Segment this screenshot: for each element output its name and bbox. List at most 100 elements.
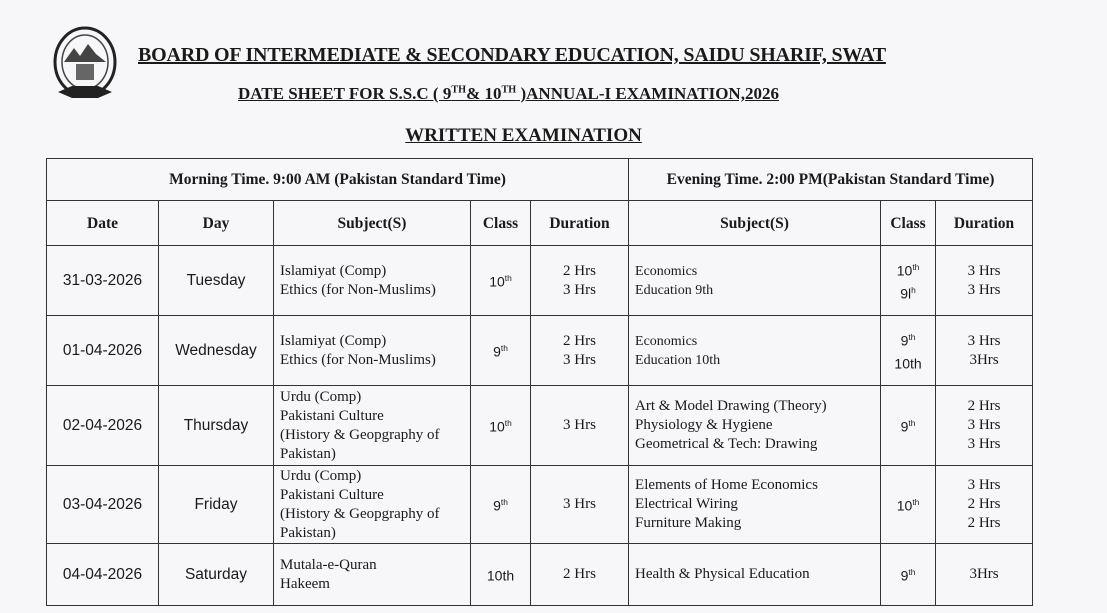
morning-class-cell: 9th	[470, 465, 531, 544]
duration-line: 3 Hrs	[967, 332, 1001, 349]
subject-line: Education 9th	[635, 282, 714, 298]
evening-class-cell: 9th 10th	[880, 315, 937, 386]
subject-line: Pakistan)	[280, 524, 336, 541]
class-value: 10th	[894, 355, 922, 372]
day-cell: Tuesday	[158, 245, 274, 316]
day-cell: Friday	[158, 465, 274, 544]
class-value: 9th	[900, 567, 916, 584]
evening-subject-cell: Elements of Home Economics Electrical Wir…	[628, 465, 882, 544]
evening-duration-cell: 3Hrs	[935, 543, 1034, 606]
evening-session-heading: Evening Time. 2:00 PM(Pakistan Standard …	[628, 158, 1034, 201]
table-row: 01-04-2026 Wednesday Islamiyat (Comp) Ethic…	[46, 315, 1034, 386]
duration-line: 3 Hrs	[967, 436, 1001, 452]
subject-line: (History & Geopgraphy of	[280, 505, 440, 522]
day-cell: Thursday	[158, 385, 274, 466]
evening-class-cell: 10th	[880, 465, 937, 544]
evening-duration-cell: 3 Hrs 3Hrs	[935, 315, 1034, 386]
day-cell: Wednesday	[158, 315, 274, 386]
evening-duration-cell: 3 Hrs 2 Hrs 2 Hrs	[935, 465, 1034, 544]
morning-subject-cell: Urdu (Comp) Pakistani Culture (History & G…	[273, 465, 471, 544]
subject-line: Urdu (Comp)	[280, 467, 362, 484]
duration-line: 3 Hrs	[967, 281, 1001, 298]
morning-duration-cell: 3 Hrs	[529, 385, 630, 466]
evening-duration-cell: 2 Hrs 3 Hrs 3 Hrs	[935, 385, 1034, 466]
table-row: 31-03-2026 Tuesday Islamiyat (Comp) Ethics …	[46, 245, 1034, 316]
duration-line: 3 Hrs	[563, 496, 596, 512]
board-title: BOARD OF INTERMEDIATE & SECONDARY EDUCAT…	[138, 44, 886, 66]
duration-line: 2 Hrs	[967, 398, 1001, 414]
morning-subject-cell: Urdu (Comp) Pakistani Culture (History & G…	[273, 385, 471, 466]
subject-line: Education 10th	[635, 352, 721, 368]
subject-line: Urdu (Comp)	[280, 388, 362, 405]
morning-duration-cell: 2 Hrs 3 Hrs	[529, 315, 630, 386]
date-cell: 31-03-2026	[46, 245, 159, 316]
morning-duration-cell: 3 Hrs	[529, 465, 630, 544]
duration-line: 2 Hrs	[563, 332, 596, 349]
section-title: WRITTEN EXAMINATION	[405, 125, 642, 146]
column-header-evening-duration: Duration	[935, 200, 1034, 246]
table-row: 04-04-2026 Saturday Mutala-e-Quran Hakeem 10…	[46, 543, 1034, 606]
duration-line: 2 Hrs	[563, 262, 596, 279]
evening-duration-cell: 3 Hrs 3 Hrs	[935, 245, 1034, 316]
class-value: 10th	[489, 273, 512, 290]
duration-line: 3 Hrs	[563, 351, 596, 368]
class-value: 10th	[489, 418, 512, 435]
subject-line: Islamiyat (Comp)	[280, 332, 387, 349]
subject-line: Furniture Making	[635, 515, 742, 531]
subject-line: Economics	[635, 333, 698, 349]
class-value: 9th	[493, 497, 508, 514]
board-logo	[53, 26, 117, 98]
morning-class-cell: 10th	[470, 385, 531, 466]
morning-subject-cell: Mutala-e-Quran Hakeem	[273, 543, 471, 606]
subject-line: Pakistan)	[280, 445, 336, 462]
class-value: 9th	[900, 331, 916, 349]
subject-line: Mutala-e-Quran	[280, 556, 377, 573]
subject-line: Ethics (for Non-Muslims)	[280, 351, 436, 368]
date-sheet-table: Morning Time. 9:00 AM (Pakistan Standard…	[45, 158, 1034, 606]
duration-line: 3Hrs	[969, 566, 999, 582]
subject-line: Geometrical & Tech: Drawing	[635, 436, 818, 452]
date-cell: 04-04-2026	[46, 543, 159, 606]
column-header-evening-subject: Subject(S)	[628, 200, 882, 246]
date-cell: 02-04-2026	[46, 385, 159, 466]
class-value: 10th	[896, 497, 920, 514]
column-header-morning-subject: Subject(S)	[273, 200, 471, 246]
subject-line: Pakistani Culture	[280, 407, 384, 424]
subject-line: Elements of Home Economics	[635, 477, 818, 493]
duration-line: 3 Hrs	[563, 281, 596, 298]
column-header-day: Day	[158, 200, 274, 246]
class-value: 9lh	[900, 284, 916, 302]
table-row: 02-04-2026 Thursday Urdu (Comp) Pakistani C…	[46, 385, 1034, 466]
morning-session-heading: Morning Time. 9:00 AM (Pakistan Standard…	[45, 158, 630, 201]
morning-subject-cell: Islamiyat (Comp) Ethics (for Non-Muslims)	[273, 245, 471, 316]
duration-line: 2 Hrs	[563, 566, 596, 582]
duration-line: 3 Hrs	[563, 417, 596, 433]
subject-line: Electrical Wiring	[635, 496, 738, 512]
duration-line: 3 Hrs	[967, 262, 1001, 279]
subject-line: Health & Physical Education	[635, 566, 810, 582]
morning-duration-cell: 2 Hrs 3 Hrs	[529, 245, 630, 316]
column-header-date: Date	[46, 200, 159, 246]
morning-class-cell: 9th	[470, 315, 531, 386]
evening-class-cell: 9th	[880, 543, 937, 606]
column-header-evening-class: Class	[880, 200, 937, 246]
day-cell: Saturday	[158, 543, 274, 606]
class-value: 10th	[486, 567, 515, 584]
class-value: 9th	[900, 418, 916, 435]
evening-subject-cell: Health & Physical Education	[628, 543, 882, 606]
duration-line: 3Hrs	[969, 351, 999, 368]
column-header-morning-duration: Duration	[529, 200, 630, 246]
subject-line: Islamiyat (Comp)	[280, 262, 387, 279]
date-cell: 01-04-2026	[46, 315, 159, 386]
subject-line: Ethics (for Non-Muslims)	[280, 281, 436, 298]
subject-line: Economics	[635, 263, 698, 279]
evening-class-cell: 9th	[880, 385, 937, 466]
subject-line: (History & Geopgraphy of	[280, 426, 440, 443]
table-row: 03-04-2026 Friday Urdu (Comp) Pakistani Cul…	[46, 465, 1034, 544]
class-value: 9th	[493, 343, 508, 360]
subject-line: Art & Model Drawing (Theory)	[635, 398, 827, 414]
column-header-morning-class: Class	[470, 200, 531, 246]
duration-line: 2 Hrs	[967, 496, 1001, 512]
morning-class-cell: 10th	[470, 245, 531, 316]
morning-class-cell: 10th	[470, 543, 531, 606]
